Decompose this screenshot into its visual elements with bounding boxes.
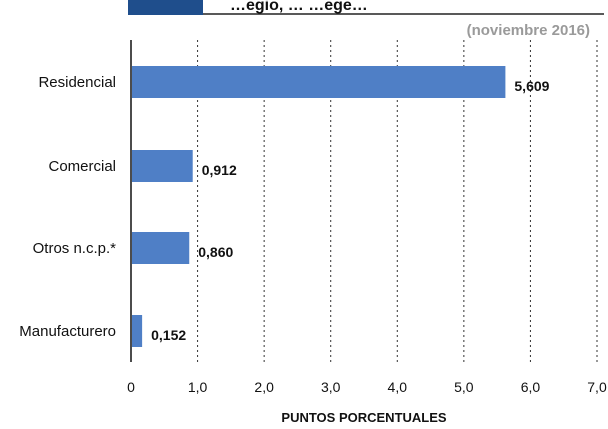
x-tick-label: 7,0 [587, 379, 607, 395]
x-tick-labels: 0 1,0 2,0 3,0 4,0 5,0 6,0 7,0 [127, 379, 607, 395]
category-label: Residencial [38, 74, 116, 91]
x-tick-label: 6,0 [521, 379, 541, 395]
x-tick-label: 5,0 [454, 379, 474, 395]
x-tick-label: 1,0 [188, 379, 208, 395]
category-labels: Residencial Comercial Otros n.c.p.* Manufac… [19, 74, 116, 340]
bar-value-label: 5,609 [514, 78, 549, 94]
bar-value-label: 0,860 [198, 244, 233, 260]
x-tick-label: 4,0 [388, 379, 408, 395]
bar-value-label: 0,912 [202, 162, 237, 178]
bar [132, 66, 506, 98]
header-accent-bar [128, 0, 203, 15]
x-tick-label: 3,0 [321, 379, 341, 395]
bar-value-label: 0,152 [151, 327, 186, 343]
category-label: Comercial [48, 158, 116, 175]
x-tick-label: 0 [127, 379, 135, 395]
category-label: Otros n.c.p.* [33, 240, 117, 257]
bar [132, 315, 143, 347]
category-label: Manufacturero [19, 323, 116, 340]
x-tick-label: 2,0 [254, 379, 274, 395]
chart-title: …egio, … …ege… [230, 0, 368, 14]
chart-subtitle: (noviembre 2016) [467, 22, 590, 39]
gridlines [197, 40, 598, 362]
bar [132, 150, 193, 182]
value-labels: 5,609 0,912 0,860 0,152 [151, 78, 550, 343]
bar [132, 232, 190, 264]
bars [132, 66, 506, 347]
x-axis-title: PUNTOS PORCENTUALES [281, 410, 446, 425]
